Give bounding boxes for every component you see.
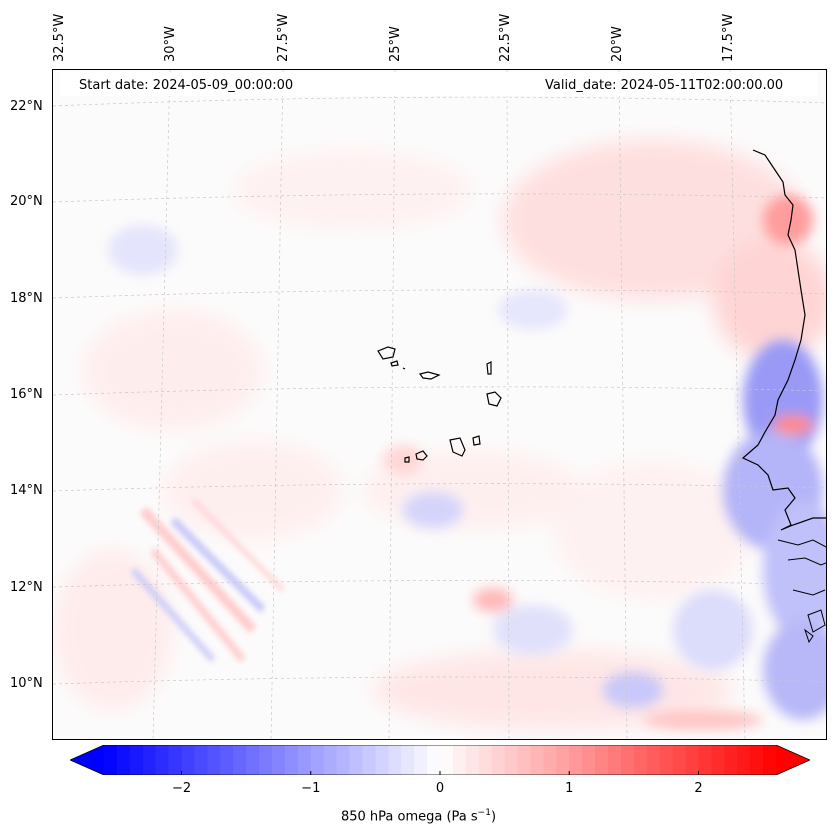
cape-verde-islands — [377, 346, 502, 463]
colorbar-label-text: 850 hPa omega (Pa s — [340, 809, 478, 825]
colorbar-segment — [142, 745, 157, 775]
colorbar-segment — [698, 745, 712, 775]
colorbar-segment — [556, 745, 570, 775]
colorbar-label-suffix: ) — [490, 809, 497, 825]
colorbar-segment — [375, 745, 389, 775]
colorbar-max-arrow — [776, 745, 810, 775]
lon-label-32-5w: 32.5°W — [52, 13, 67, 62]
colorbar-tick-label: −2 — [171, 781, 192, 796]
colorbar-segment — [504, 745, 519, 775]
colorbar-segment — [259, 745, 273, 775]
colorbar-segment — [569, 745, 583, 775]
colorbar-segment — [233, 745, 247, 775]
lat-label-14n: 14°N — [10, 483, 43, 498]
colorbar-tick-label: 1 — [565, 781, 574, 796]
colorbar-segment — [207, 745, 221, 775]
colorbar-segment — [737, 745, 751, 775]
start-date-label: Start date: 2024-05-09_00:00:00 — [79, 78, 294, 93]
colorbar-segment — [440, 745, 454, 775]
colorbar-label-exp: −1 — [477, 808, 491, 818]
colorbar-segment — [168, 745, 183, 775]
africa-coastline — [741, 149, 826, 531]
colorbar-segment — [530, 745, 544, 775]
colorbar-segment — [323, 745, 338, 775]
lat-label-12n: 12°N — [10, 580, 43, 595]
colorbar-segment — [659, 745, 674, 775]
lat-label-22n: 22°N — [10, 99, 43, 114]
omega-field — [53, 70, 826, 739]
lon-label-22-5w: 22.5°W — [498, 13, 513, 62]
colorbar-segment — [595, 745, 609, 775]
colorbar-tick-label: 0 — [435, 781, 445, 796]
lon-label-30w: 30°W — [163, 26, 178, 62]
colorbar-segment — [349, 745, 364, 775]
colorbar-segment — [672, 745, 687, 775]
colorbar-segment — [194, 745, 208, 775]
lon-label-25w: 25°W — [388, 26, 403, 62]
colorbar-segment — [517, 745, 532, 775]
colorbar — [69, 744, 811, 776]
colorbar-segment — [246, 745, 260, 775]
colorbar-segment — [646, 745, 661, 775]
colorbar-min-arrow — [70, 745, 104, 775]
valid-date-label: Valid_date: 2024-05-11T02:00:00.00 — [545, 78, 784, 93]
colorbar-segment — [129, 745, 144, 775]
colorbar-label: 850 hPa omega (Pa s−1) — [0, 808, 837, 824]
colorbar-segment — [104, 745, 118, 775]
colorbar-segment — [220, 745, 234, 775]
colorbar-segment — [401, 745, 415, 775]
lon-label-17-5w: 17.5°W — [721, 13, 736, 62]
colorbar-segment — [452, 745, 467, 775]
colorbar-segment — [633, 745, 648, 775]
colorbar-segment — [284, 745, 299, 775]
colorbar-segment — [427, 745, 441, 775]
colorbar-tick-label: −1 — [301, 781, 321, 796]
colorbar-segment — [543, 745, 557, 775]
colorbar-segment — [181, 745, 196, 775]
colorbar-segment — [763, 745, 777, 775]
colorbar-segment — [478, 745, 493, 775]
colorbar-segment — [388, 745, 402, 775]
lon-label-20w: 20°W — [610, 26, 625, 62]
colorbar-segment — [465, 745, 480, 775]
colorbar-segment — [336, 745, 351, 775]
map-panel — [52, 69, 827, 740]
colorbar-segment — [620, 745, 635, 775]
colorbar-segment — [362, 745, 376, 775]
lat-label-10n: 10°N — [10, 676, 43, 691]
colorbar-segment — [582, 745, 596, 775]
colorbar-segment — [297, 745, 312, 775]
lat-label-20n: 20°N — [10, 194, 43, 209]
lat-label-18n: 18°N — [10, 291, 43, 306]
colorbar-tick-label: 2 — [694, 781, 703, 796]
colorbar-segment — [685, 745, 700, 775]
colorbar-segment — [414, 745, 428, 775]
lat-label-16n: 16°N — [10, 387, 43, 402]
graticule — [53, 70, 826, 739]
colorbar-segment — [310, 745, 325, 775]
header-strip — [60, 72, 818, 96]
lon-label-27-5w: 27.5°W — [276, 13, 291, 62]
colorbar-segment — [491, 745, 506, 775]
colorbar-segment — [711, 745, 725, 775]
colorbar-segment — [608, 745, 622, 775]
colorbar-segment — [750, 745, 764, 775]
colorbar-segment — [724, 745, 738, 775]
colorbar-gradient — [69, 744, 811, 776]
colorbar-segment — [272, 745, 286, 775]
colorbar-segment — [155, 745, 170, 775]
colorbar-segment — [116, 745, 131, 775]
